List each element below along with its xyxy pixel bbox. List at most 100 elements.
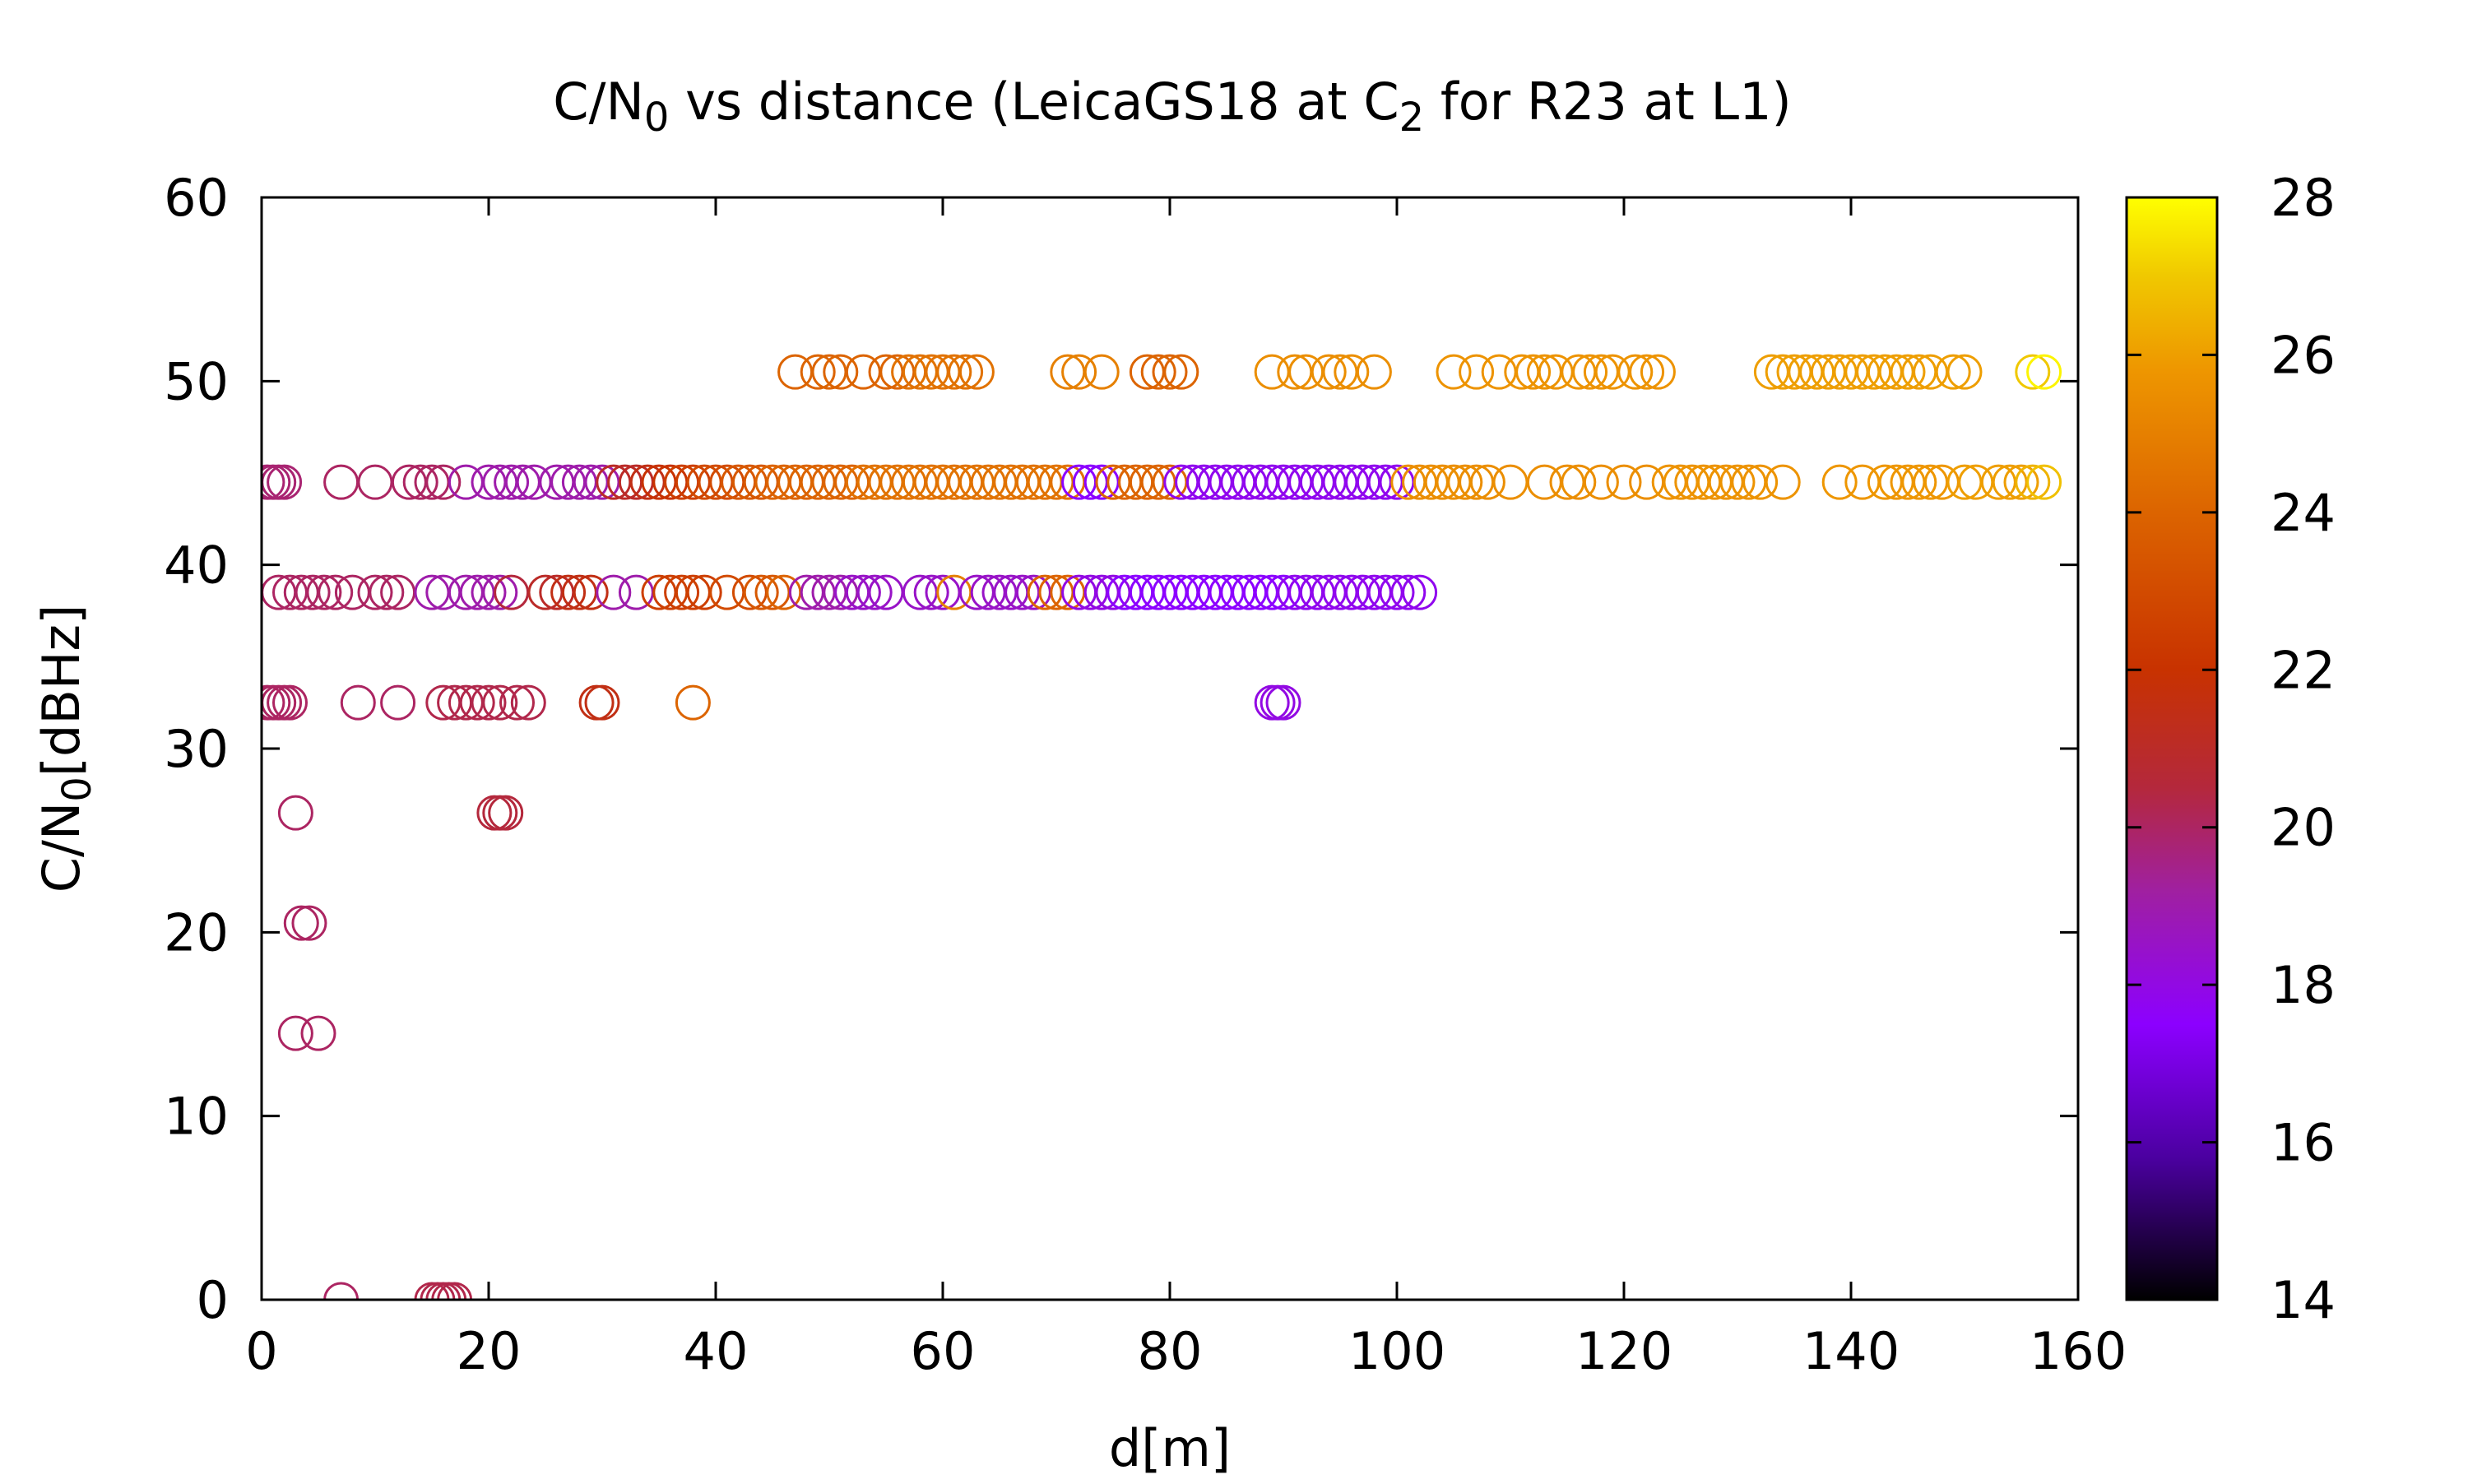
data-point [1935, 354, 1971, 390]
data-point [1436, 354, 1472, 390]
colorbar-axis: 14 16 18 20 22 24 26 28 [2127, 168, 2336, 1330]
data-point [800, 354, 836, 390]
data-point [958, 354, 995, 390]
y-axis-title-main: C/N [31, 802, 91, 893]
data-point [1061, 354, 1097, 390]
data-point [743, 574, 779, 610]
x-tick-label: 120 [1575, 1321, 1672, 1381]
data-point [402, 464, 438, 500]
data-point [277, 795, 313, 831]
data-point [1459, 354, 1495, 390]
data-point [283, 905, 319, 941]
y-tick-label: 0 [197, 1270, 229, 1330]
data-point [913, 574, 949, 610]
data-point [306, 574, 342, 610]
data-point [2015, 354, 2051, 390]
data-point [584, 684, 620, 721]
y-tick-label: 40 [164, 536, 229, 596]
y-axis-title: C/N0[dBHz] [31, 605, 100, 893]
data-point [291, 905, 327, 941]
data-point [357, 464, 393, 500]
data-point [1890, 354, 1926, 390]
data-point [488, 795, 524, 831]
y-tick-label: 60 [164, 168, 229, 228]
data-point [823, 354, 859, 390]
data-point [1572, 354, 1608, 390]
x-tick-label: 80 [1138, 1321, 1203, 1381]
data-point [1515, 354, 1552, 390]
data-point [1946, 354, 1983, 390]
data-point [318, 574, 354, 610]
data-point [323, 464, 360, 500]
data-point [471, 684, 507, 721]
data-point [1311, 354, 1347, 390]
y-tick-label: 10 [164, 1087, 229, 1147]
data-point [675, 684, 711, 721]
data-point [340, 684, 376, 721]
colorbar-tick-label: 24 [2271, 483, 2336, 543]
x-tick-label: 40 [684, 1321, 749, 1381]
data-point [1561, 464, 1597, 500]
data-point [1640, 354, 1676, 390]
data-point [277, 1015, 313, 1051]
data-point [686, 574, 722, 610]
y-axis-title-subscript: 0 [54, 777, 100, 802]
colorbar-tick-label: 20 [2271, 798, 2336, 858]
data-point [1765, 464, 1801, 500]
data-point [380, 684, 416, 721]
colorbar-tick-label: 18 [2271, 955, 2336, 1015]
data-point [1742, 464, 1779, 500]
points-layer [262, 354, 2062, 1300]
x-tick-label: 60 [911, 1321, 976, 1381]
data-point [267, 464, 303, 500]
x-tick-label: 100 [1348, 1321, 1445, 1381]
data-point [550, 574, 587, 610]
colorbar-tick-label: 26 [2271, 325, 2336, 385]
data-point [494, 464, 530, 500]
y-axis-title-tail: [dBHz] [31, 605, 91, 777]
data-point [1719, 464, 1756, 500]
colorbar-tick-label: 16 [2271, 1113, 2336, 1173]
data-point [300, 1015, 336, 1051]
y-tick-label: 30 [164, 719, 229, 779]
data-point [482, 684, 518, 721]
data-point [1152, 354, 1188, 390]
data-point [1379, 574, 1415, 610]
data-point [459, 684, 495, 721]
data-point [471, 574, 507, 610]
data-point [1390, 574, 1427, 610]
data-point [1334, 354, 1370, 390]
data-point [596, 574, 632, 610]
data-point [573, 574, 609, 610]
data-point [295, 574, 331, 610]
data-point [1583, 464, 1619, 500]
data-point [357, 574, 393, 610]
y-tick-label: 20 [164, 902, 229, 962]
x-axis: 0 20 40 60 80 100 120 140 160 [245, 197, 2127, 1381]
data-point [1356, 354, 1392, 390]
x-axis-title: d[m] [1109, 1418, 1231, 1478]
data-point [948, 354, 984, 390]
title-subscript-0: 0 [644, 95, 670, 141]
data-point [510, 684, 546, 721]
plot-frame [260, 196, 2080, 1301]
data-point [1402, 574, 1438, 610]
data-point [1469, 464, 1505, 500]
data-point [425, 464, 462, 500]
chart-title: C/N0 vs distance (LeicaGS18 at C2 for R2… [553, 72, 1791, 141]
data-point [664, 574, 700, 610]
data-point [1083, 354, 1120, 390]
data-point [272, 684, 308, 721]
data-point [1163, 354, 1199, 390]
data-point [1265, 684, 1301, 721]
data-point [2015, 464, 2051, 500]
x-tick-label: 20 [457, 1321, 522, 1381]
data-point [1140, 354, 1176, 390]
colorbar [2125, 196, 2219, 1301]
data-point [323, 1282, 360, 1300]
x-tick-label: 140 [1802, 1321, 1900, 1381]
data-point [1901, 464, 1937, 500]
colorbar-tick-label: 28 [2271, 168, 2336, 228]
